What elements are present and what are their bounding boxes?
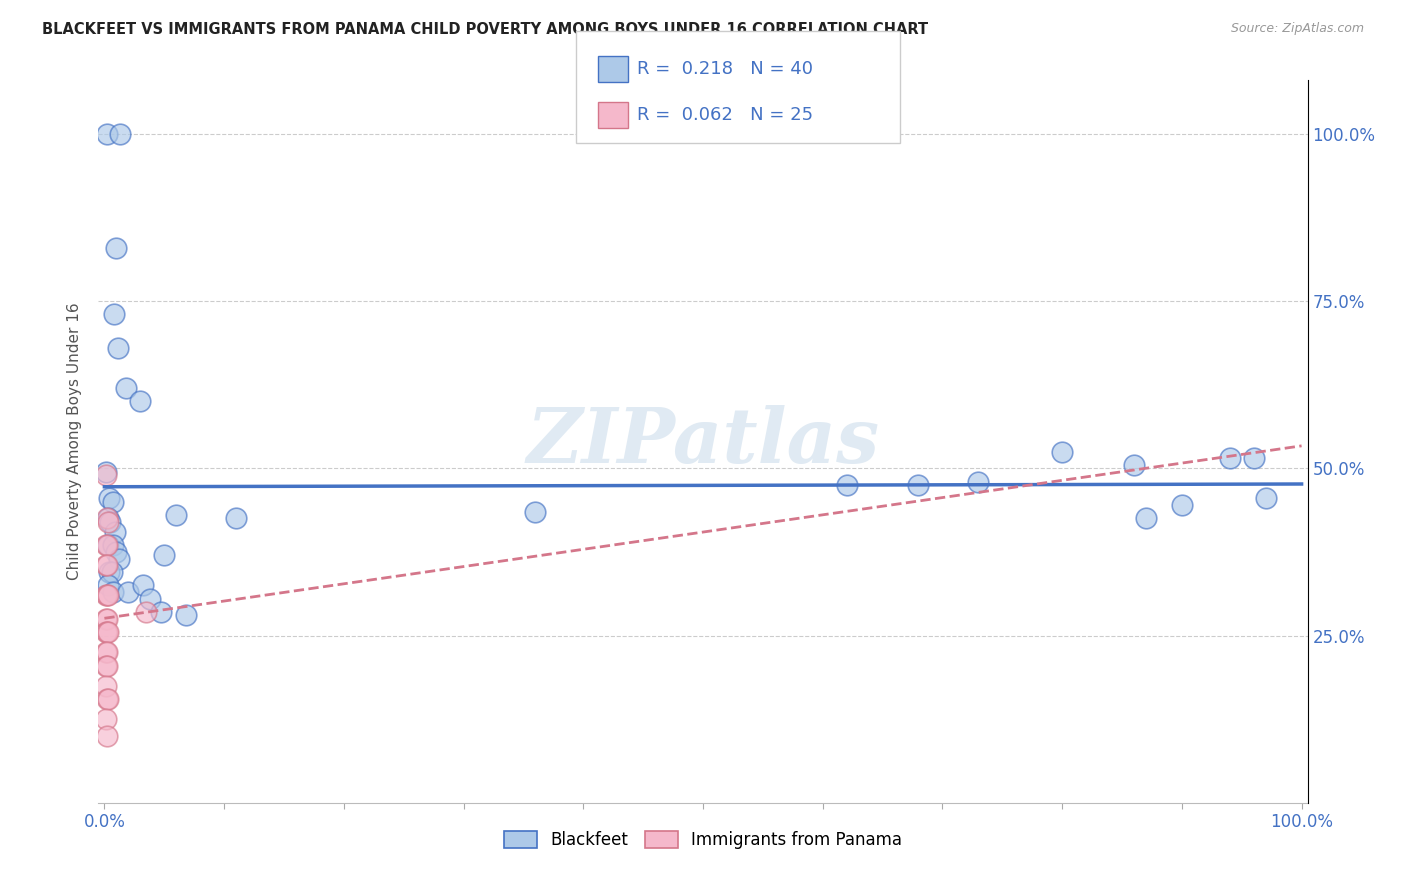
Point [98,491,121,506]
Point [97,589,120,603]
Point [105,545,128,559]
Text: R =  0.062   N = 25: R = 0.062 N = 25 [637,106,813,124]
Point [97,692,120,706]
Point [135,605,157,619]
Point [101,494,124,508]
Point [1243,451,1265,466]
Point [94,589,117,603]
Point [96,558,118,573]
Point [129,394,152,409]
Point [1135,511,1157,525]
Point [94,658,117,673]
Point [96,511,118,525]
Point [97,515,120,529]
Point [101,538,124,552]
Point [94,467,117,482]
Point [1254,491,1277,506]
Point [225,511,247,525]
Point [1123,458,1146,472]
Point [139,591,162,606]
Point [96,538,118,552]
Point [96,658,118,673]
Point [97,511,120,525]
Point [94,625,117,640]
Point [149,605,172,619]
Point [835,478,858,492]
Point [94,538,117,552]
Point [94,612,117,626]
Text: BLACKFEET VS IMMIGRANTS FROM PANAMA CHILD POVERTY AMONG BOYS UNDER 16 CORRELATIO: BLACKFEET VS IMMIGRANTS FROM PANAMA CHIL… [42,22,928,37]
Point [165,508,187,523]
Point [524,505,547,519]
Point [94,645,117,659]
Point [907,478,929,492]
Point [97,538,120,552]
Point [96,612,118,626]
Point [105,241,128,255]
Point [96,625,118,640]
Point [132,578,155,592]
Legend: Blackfeet, Immigrants from Panama: Blackfeet, Immigrants from Panama [496,824,910,856]
Point [108,127,131,141]
Point [107,551,129,566]
Point [107,341,129,355]
Point [174,608,197,623]
Point [117,585,139,599]
Point [1171,498,1194,512]
Point [967,475,990,489]
Point [94,712,117,726]
Point [100,515,122,529]
Point [96,692,118,706]
Point [96,729,118,743]
Point [104,524,127,539]
Point [96,589,118,603]
Point [94,558,117,573]
Point [97,578,120,592]
Point [97,625,120,640]
Text: R =  0.218   N = 40: R = 0.218 N = 40 [637,60,813,78]
Text: Source: ZipAtlas.com: Source: ZipAtlas.com [1230,22,1364,36]
Point [100,565,122,579]
Point [96,645,118,659]
Point [103,307,125,322]
Point [101,585,124,599]
Point [96,127,118,141]
Point [115,381,138,395]
Text: ZIPatlas: ZIPatlas [526,405,880,478]
Point [153,548,176,563]
Point [94,679,117,693]
Point [1050,444,1073,458]
Point [94,465,117,479]
Y-axis label: Child Poverty Among Boys Under 16: Child Poverty Among Boys Under 16 [67,302,83,581]
Point [1219,451,1241,466]
Point [98,565,121,579]
